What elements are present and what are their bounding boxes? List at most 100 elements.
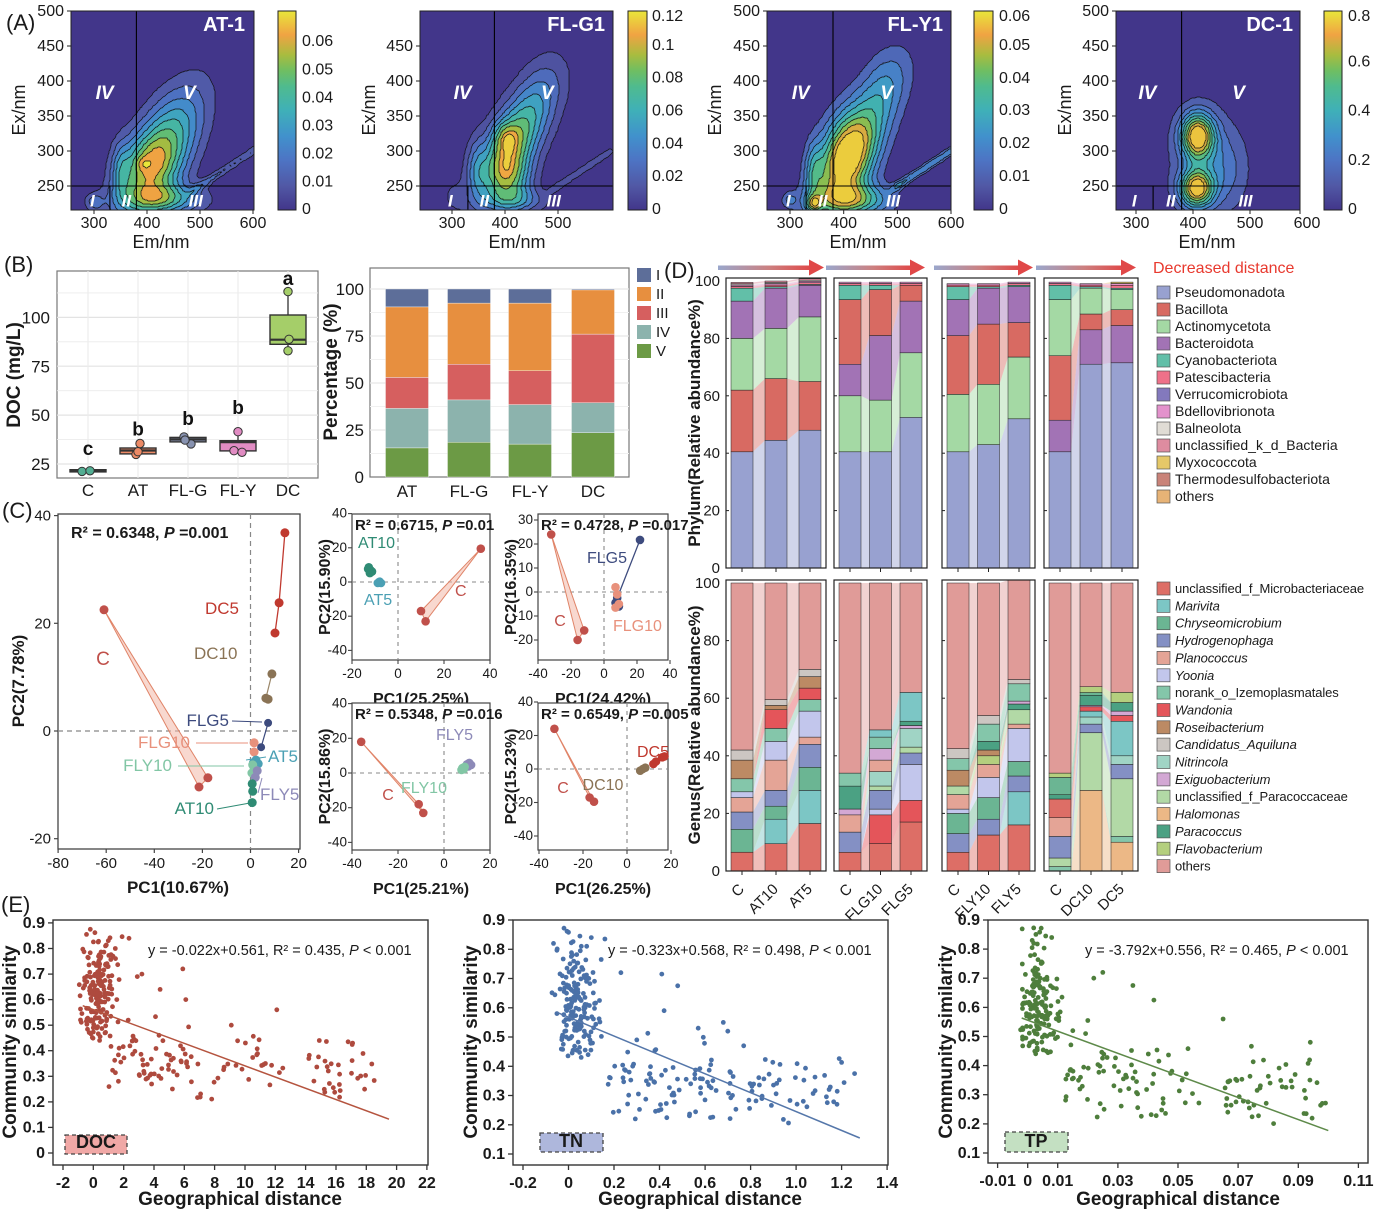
svg-text:40: 40 [332, 696, 347, 711]
svg-text:Em/nm: Em/nm [829, 232, 886, 252]
svg-text:0.5: 0.5 [958, 1028, 980, 1045]
svg-text:0.05: 0.05 [999, 37, 1030, 54]
svg-text:Nitrincola: Nitrincola [1175, 755, 1228, 770]
svg-text:600: 600 [1294, 215, 1321, 232]
svg-text:300: 300 [1082, 143, 1109, 160]
svg-text:40: 40 [332, 506, 347, 521]
svg-text:250: 250 [733, 178, 760, 195]
svg-text:6: 6 [180, 1175, 189, 1192]
svg-text:0.03: 0.03 [302, 117, 333, 134]
svg-text:Em/nm: Em/nm [132, 232, 189, 252]
svg-text:(D): (D) [664, 258, 695, 283]
svg-text:y = -3.792x+0.556, R² = 0.465,: y = -3.792x+0.556, R² = 0.465, P < 0.001 [1085, 943, 1349, 959]
svg-text:R² = 0.6715, P =0.01: R² = 0.6715, P =0.01 [355, 517, 494, 534]
svg-text:Em/nm: Em/nm [488, 232, 545, 252]
svg-text:-40: -40 [529, 856, 549, 871]
svg-text:c: c [83, 439, 94, 460]
svg-text:1.2: 1.2 [830, 1175, 852, 1192]
svg-text:R² = 0.4728, P =0.017: R² = 0.4728, P =0.017 [541, 517, 689, 534]
svg-text:0.9: 0.9 [483, 912, 505, 929]
svg-text:Verrucomicrobiota: Verrucomicrobiota [1175, 386, 1288, 402]
svg-text:FL-G: FL-G [169, 481, 208, 500]
svg-text:II: II [122, 192, 133, 211]
svg-text:0: 0 [623, 856, 631, 871]
svg-text:500: 500 [545, 215, 572, 232]
svg-text:unclassified_f_Paracoccaceae: unclassified_f_Paracoccaceae [1175, 789, 1348, 804]
svg-text:0.06: 0.06 [302, 33, 333, 50]
svg-text:-20: -20 [342, 666, 362, 681]
svg-text:400: 400 [492, 215, 519, 232]
svg-text:Decreased distance: Decreased distance [1153, 260, 1295, 277]
svg-text:0.8: 0.8 [23, 941, 45, 958]
svg-text:20: 20 [290, 855, 307, 872]
svg-text:500: 500 [884, 215, 911, 232]
svg-text:0.6: 0.6 [958, 999, 980, 1016]
svg-text:250: 250 [37, 178, 64, 195]
svg-text:y = -0.323x+0.568, R² = 0.498,: y = -0.323x+0.568, R² = 0.498, P < 0.001 [608, 943, 872, 959]
svg-text:C: C [554, 613, 566, 630]
svg-text:0.02: 0.02 [999, 135, 1030, 152]
svg-text:Wandonia: Wandonia [1175, 702, 1233, 717]
svg-text:0: 0 [339, 765, 347, 780]
svg-text:FLY10: FLY10 [123, 756, 172, 775]
svg-text:unclassified_k_d_Bacteria: unclassified_k_d_Bacteria [1175, 437, 1338, 453]
svg-text:0.02: 0.02 [302, 146, 333, 163]
svg-text:y = -0.022x+0.561, R² = 0.435,: y = -0.022x+0.561, R² = 0.435, P < 0.001 [148, 943, 412, 959]
svg-text:20: 20 [388, 1175, 406, 1192]
svg-text:Chryseomicrobium: Chryseomicrobium [1175, 616, 1282, 631]
svg-text:PC2(15.86%): PC2(15.86%) [317, 728, 334, 824]
svg-text:Ex/nm: Ex/nm [359, 84, 379, 135]
svg-text:20: 20 [436, 666, 451, 681]
svg-text:-60: -60 [95, 855, 117, 872]
svg-text:0.8: 0.8 [958, 941, 980, 958]
svg-text:100: 100 [695, 575, 720, 592]
svg-text:-20: -20 [513, 632, 533, 647]
svg-text:450: 450 [37, 38, 64, 55]
svg-text:Community similarity: Community similarity [0, 945, 21, 1139]
svg-text:FLY5: FLY5 [260, 785, 299, 804]
svg-text:20: 20 [482, 856, 497, 871]
svg-text:IV: IV [96, 83, 115, 104]
svg-text:20: 20 [518, 536, 533, 551]
svg-text:R² = 0.6348, P =0.001: R² = 0.6348, P =0.001 [71, 525, 229, 542]
svg-text:AT-1: AT-1 [203, 14, 245, 36]
svg-text:80: 80 [703, 633, 720, 650]
svg-text:22: 22 [418, 1175, 436, 1192]
svg-text:0: 0 [999, 201, 1008, 218]
svg-text:Genus(Relative abundance%): Genus(Relative abundance%) [685, 605, 704, 844]
svg-text:R² = 0.5348, P =0.016: R² = 0.5348, P =0.016 [355, 706, 503, 723]
svg-text:V: V [541, 83, 555, 104]
svg-text:DC: DC [276, 481, 301, 500]
svg-text:Geographical distance: Geographical distance [598, 1189, 802, 1210]
svg-text:400: 400 [37, 73, 64, 90]
svg-text:-20: -20 [513, 795, 533, 810]
svg-text:30: 30 [518, 512, 533, 527]
svg-text:500: 500 [187, 215, 214, 232]
svg-text:(B): (B) [4, 252, 33, 277]
svg-text:Geographical distance: Geographical distance [1076, 1189, 1280, 1210]
svg-text:0.12: 0.12 [652, 8, 683, 25]
svg-text:40: 40 [662, 666, 677, 681]
svg-text:0: 0 [302, 201, 311, 218]
svg-text:300: 300 [439, 215, 466, 232]
svg-text:0.03: 0.03 [1102, 1173, 1133, 1190]
svg-text:0: 0 [1023, 1173, 1032, 1190]
svg-text:500: 500 [37, 3, 64, 20]
svg-text:2: 2 [119, 1175, 128, 1192]
svg-text:Hydrogenophaga: Hydrogenophaga [1175, 633, 1273, 648]
svg-text:Em/nm: Em/nm [1178, 232, 1235, 252]
svg-text:V: V [656, 343, 666, 360]
svg-text:0: 0 [36, 1145, 45, 1162]
svg-text:1.0: 1.0 [785, 1175, 807, 1192]
svg-text:0.8: 0.8 [739, 1175, 761, 1192]
svg-text:C: C [96, 649, 110, 670]
svg-text:400: 400 [830, 215, 857, 232]
svg-text:PC2(15.23%): PC2(15.23%) [503, 728, 520, 824]
svg-text:(C): (C) [2, 498, 33, 523]
svg-text:0.01: 0.01 [999, 168, 1030, 185]
svg-text:Ex/nm: Ex/nm [705, 84, 725, 135]
svg-text:0.2: 0.2 [958, 1116, 980, 1133]
svg-text:Myxococcota: Myxococcota [1175, 454, 1257, 470]
svg-text:Planococcus: Planococcus [1175, 650, 1248, 665]
svg-text:0: 0 [525, 761, 533, 776]
